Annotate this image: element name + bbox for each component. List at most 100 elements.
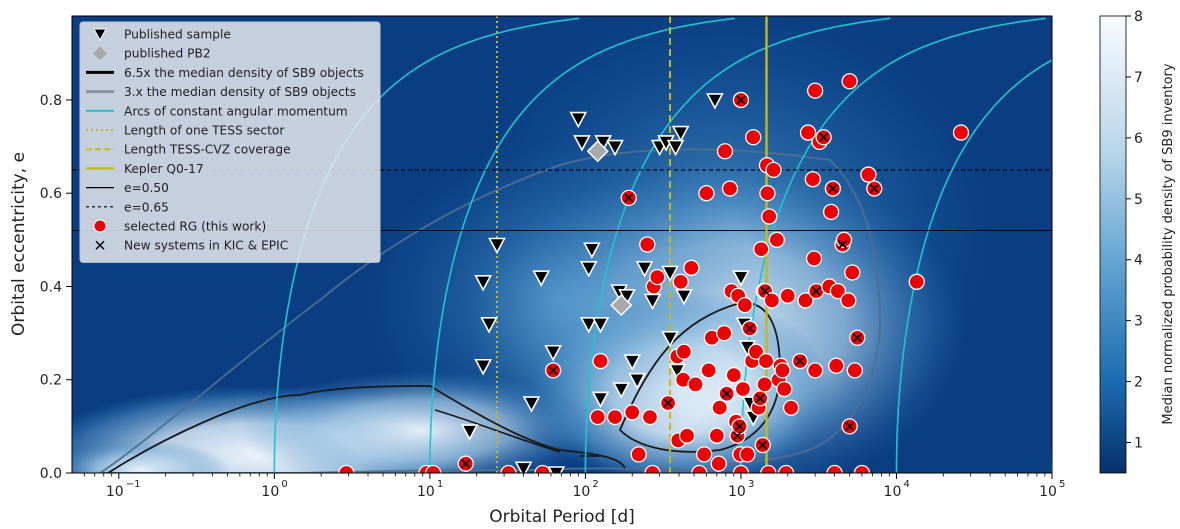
selected-rg-point [589, 408, 606, 426]
y-tick-label: 0.0 [40, 466, 62, 482]
x-tick-exponent: 2 [592, 479, 598, 490]
legend-marker-x [95, 240, 105, 250]
legend-box [79, 21, 381, 263]
colorbar-tick-label: 4 [1134, 253, 1143, 269]
new-system-marker [461, 459, 471, 469]
selected-rg-point [846, 362, 863, 379]
selected-rg-point [841, 73, 858, 90]
x-tick-label: 10 [417, 484, 435, 500]
legend-entry-label: Length of one TESS sector [124, 124, 285, 138]
published-sample-point [460, 424, 479, 441]
legend-entry-label: Published sample [124, 28, 231, 42]
selected-rg-point [908, 273, 925, 290]
angular-momentum-arc-2 [584, 17, 891, 473]
colorbar-tick-label: 6 [1134, 131, 1143, 147]
legend-marker-diamond [93, 46, 107, 61]
published-sample-point [732, 270, 750, 287]
selected-rg-point [708, 427, 725, 444]
legend-entry-label: 6.5x the median density of SB9 objects [124, 66, 364, 80]
legend-entry-label: e=0.50 [124, 181, 169, 195]
new-system-marker [624, 193, 634, 203]
new-system-marker [811, 286, 821, 296]
selected-rg-point [776, 380, 793, 398]
x-tick-exponent: 0 [281, 479, 287, 490]
selected-rg-point [797, 292, 814, 309]
published-sample-point [569, 111, 588, 129]
new-system-marker [736, 95, 746, 105]
selected-rg-point [840, 292, 857, 309]
selected-rg-point [711, 399, 728, 416]
published-sample-point [675, 288, 693, 306]
x-tick-exponent: 5 [1059, 479, 1065, 490]
x-tick-label: 10 [884, 484, 902, 500]
published-sample-point [591, 316, 610, 334]
selected-rg-point [624, 404, 641, 421]
published-sample-point [606, 139, 624, 157]
selected-rg-point [765, 161, 782, 179]
selected-rg-point [828, 357, 845, 374]
density-contours [98, 148, 882, 473]
new-system-marker [828, 183, 838, 194]
published-sample-point [532, 270, 551, 287]
data-points [338, 73, 970, 473]
selected-rg-point [678, 427, 696, 444]
selected-rg-point [644, 464, 661, 473]
x-tick-exponent: 3 [748, 479, 754, 490]
new-system-marker [852, 333, 862, 343]
colorbar-tick-label: 1 [1134, 436, 1143, 452]
selected-rg-point [534, 464, 551, 473]
published-sample-point [661, 265, 679, 283]
selected-rg-point [732, 464, 750, 473]
selected-rg-point [425, 464, 442, 473]
selected-rg-point [757, 352, 775, 370]
x-axis: 10 −1 10 0 10 1 10 2 10 3 10 4 10 5 [83, 473, 1065, 500]
y-tick-label: 0.4 [40, 279, 62, 295]
selected-rg-point [710, 455, 727, 472]
selected-rg-point [695, 446, 713, 463]
angular-momentum-arc-4 [895, 59, 1052, 473]
new-system-marker [837, 239, 848, 250]
new-system-marker [745, 323, 755, 334]
new-system-marker [758, 440, 768, 450]
new-system-marker [869, 183, 879, 194]
selected-rg-point [844, 264, 861, 281]
x-tick-exponent: 1 [437, 479, 443, 490]
contour-6.5x-left-segment [434, 409, 561, 453]
selected-rg-point [853, 464, 871, 473]
y-tick-label: 0.2 [40, 373, 62, 389]
selected-rg-point [763, 292, 780, 309]
published-sample-point [666, 139, 685, 157]
published-sample-point [706, 93, 724, 110]
colorbar-tick-label: 5 [1134, 192, 1143, 208]
legend-entry-label: Arcs of constant angular momentum [124, 104, 348, 118]
legend-entry-label: published PB2 [124, 47, 211, 61]
selected-rg-point [777, 464, 795, 473]
angular-momentum-arc-1 [429, 17, 735, 473]
selected-rg-point [672, 273, 689, 290]
published-sample-point [635, 261, 654, 278]
selected-rg-point [687, 376, 704, 393]
legend: Published sample published PB2 6.5x the me… [79, 21, 381, 263]
colorbar-label: Median normalized probability density of… [1161, 63, 1176, 424]
selected-rg-point [500, 464, 517, 473]
legend-entry-label: New systems in KIC & EPIC [124, 239, 288, 253]
selected-rg-point [606, 408, 624, 426]
selected-rg-point [745, 129, 762, 146]
selected-rg-point [691, 464, 708, 473]
selected-rg-point [700, 362, 717, 379]
published-sample-point [480, 316, 498, 334]
new-system-marker [819, 132, 829, 142]
selected-rg-point [952, 124, 970, 141]
selected-rg-point [804, 171, 822, 188]
selected-rg-point [756, 376, 773, 393]
published-sample-point [591, 391, 610, 409]
selected-rg-point [675, 343, 693, 360]
colorbar-tick-label: 7 [1134, 70, 1143, 86]
selected-rg-point [774, 362, 791, 379]
legend-entry-label: Kepler Q0-17 [124, 162, 204, 176]
published-sample-point [612, 382, 631, 399]
new-system-marker [755, 393, 765, 403]
x-tick-label: 10 [261, 484, 279, 500]
selected-rg-point [725, 366, 742, 384]
x-axis-label: Orbital Period [d] [489, 507, 635, 527]
